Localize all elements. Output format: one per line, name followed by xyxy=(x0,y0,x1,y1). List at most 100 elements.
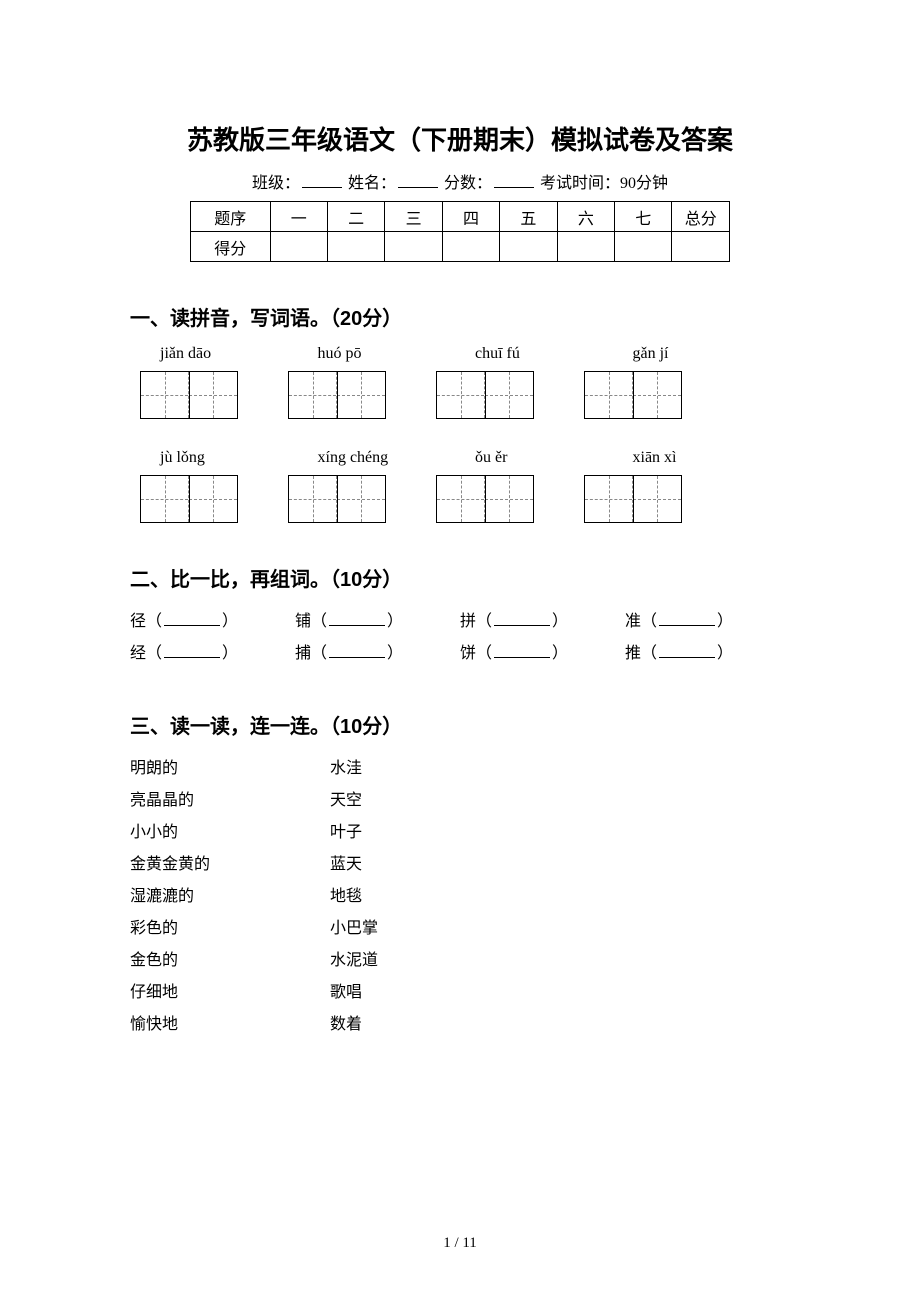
section-1-content: jiǎn dāo huó pō chuī fú gǎn jí jù lǒng x… xyxy=(140,345,790,523)
section-1-heading: 一、读拼音，写词语。（20分） xyxy=(130,302,790,331)
student-info-line: 班级： 姓名： 分数： 考试时间：90分钟 xyxy=(130,169,790,193)
score-cell[interactable] xyxy=(385,232,442,262)
name-blank[interactable] xyxy=(398,187,438,188)
pinyin-label: jù lǒng xyxy=(160,449,318,467)
fill-blank[interactable] xyxy=(659,657,715,658)
pinyin-label: ǒu ěr xyxy=(475,449,633,467)
match-right: 歌唱 xyxy=(330,977,450,1009)
match-right: 水洼 xyxy=(330,753,450,785)
score-cell[interactable] xyxy=(557,232,614,262)
class-blank[interactable] xyxy=(302,187,342,188)
score-cell[interactable] xyxy=(327,232,384,262)
score-header-cell: 三 xyxy=(385,202,442,232)
sec2-cell: 饼（） xyxy=(460,638,625,670)
sec2-cell: 捕（） xyxy=(295,638,460,670)
name-label: 姓名： xyxy=(348,175,396,192)
section-3-content: 明朗的水洼 亮晶晶的天空 小小的叶子 金黄金黄的蓝天 湿漉漉的地毯 彩色的小巴掌… xyxy=(130,753,790,1041)
sec2-cell: 推（） xyxy=(625,638,790,670)
score-header-cell: 二 xyxy=(327,202,384,232)
sec3-row: 小小的叶子 xyxy=(130,817,790,849)
score-row-label: 得分 xyxy=(191,232,271,262)
match-left: 金色的 xyxy=(130,945,330,977)
match-left: 金黄金黄的 xyxy=(130,849,330,881)
match-left: 彩色的 xyxy=(130,913,330,945)
document-title: 苏教版三年级语文（下册期末）模拟试卷及答案 xyxy=(130,120,790,157)
pinyin-boxes xyxy=(140,475,790,523)
score-header-cell: 六 xyxy=(557,202,614,232)
score-header-cell: 五 xyxy=(500,202,557,232)
sec2-cell: 拼（） xyxy=(460,606,625,638)
match-right: 叶子 xyxy=(330,817,450,849)
sec3-row: 亮晶晶的天空 xyxy=(130,785,790,817)
score-table: 题序 一 二 三 四 五 六 七 总分 得分 xyxy=(190,201,730,262)
match-left: 小小的 xyxy=(130,817,330,849)
score-header-cell: 题序 xyxy=(191,202,271,232)
pinyin-row: jù lǒng xíng chéng ǒu ěr xiān xì xyxy=(140,449,790,523)
score-cell[interactable] xyxy=(672,232,730,262)
sec3-row: 金色的水泥道 xyxy=(130,945,790,977)
char-box-pair[interactable] xyxy=(436,371,534,419)
pinyin-label: xiān xì xyxy=(633,449,791,467)
match-right: 蓝天 xyxy=(330,849,450,881)
pinyin-label: jiǎn dāo xyxy=(160,345,318,363)
char-box-pair[interactable] xyxy=(584,475,682,523)
pinyin-row: jiǎn dāo huó pō chuī fú gǎn jí xyxy=(140,345,790,419)
char-box-pair[interactable] xyxy=(140,371,238,419)
char-box-pair[interactable] xyxy=(584,371,682,419)
fill-blank[interactable] xyxy=(329,625,385,626)
time-label: 考试时间：90分钟 xyxy=(540,175,668,192)
score-header-cell: 总分 xyxy=(672,202,730,232)
score-header-cell: 七 xyxy=(615,202,672,232)
score-cell[interactable] xyxy=(500,232,557,262)
sec3-row: 仔细地歌唱 xyxy=(130,977,790,1009)
pinyin-label: huó pō xyxy=(318,345,476,363)
fill-blank[interactable] xyxy=(659,625,715,626)
page-number: 1 / 11 xyxy=(0,1235,920,1252)
fill-blank[interactable] xyxy=(494,657,550,658)
fill-blank[interactable] xyxy=(164,657,220,658)
sec3-row: 金黄金黄的蓝天 xyxy=(130,849,790,881)
pinyin-label: chuī fú xyxy=(475,345,633,363)
score-table-header-row: 题序 一 二 三 四 五 六 七 总分 xyxy=(191,202,730,232)
score-table-score-row: 得分 xyxy=(191,232,730,262)
char-box-pair[interactable] xyxy=(288,475,386,523)
match-left: 亮晶晶的 xyxy=(130,785,330,817)
match-left: 湿漉漉的 xyxy=(130,881,330,913)
score-header-cell: 一 xyxy=(270,202,327,232)
char-box-pair[interactable] xyxy=(288,371,386,419)
char-box-pair[interactable] xyxy=(140,475,238,523)
match-right: 数着 xyxy=(330,1009,450,1041)
pinyin-labels: jiǎn dāo huó pō chuī fú gǎn jí xyxy=(160,345,790,363)
score-cell[interactable] xyxy=(270,232,327,262)
pinyin-label: xíng chéng xyxy=(318,449,476,467)
sec3-row: 愉快地数着 xyxy=(130,1009,790,1041)
pinyin-label: gǎn jí xyxy=(633,345,791,363)
score-header-cell: 四 xyxy=(442,202,499,232)
match-right: 天空 xyxy=(330,785,450,817)
match-right: 地毯 xyxy=(330,881,450,913)
match-left: 愉快地 xyxy=(130,1009,330,1041)
match-right: 小巴掌 xyxy=(330,913,450,945)
sec2-cell: 铺（） xyxy=(295,606,460,638)
score-cell[interactable] xyxy=(442,232,499,262)
sec2-row: 经（） 捕（） 饼（） 推（） xyxy=(130,638,790,670)
sec2-cell: 经（） xyxy=(130,638,295,670)
section-3-heading: 三、读一读，连一连。（10分） xyxy=(130,710,790,739)
section-2-heading: 二、比一比，再组词。（10分） xyxy=(130,563,790,592)
pinyin-labels: jù lǒng xíng chéng ǒu ěr xiān xì xyxy=(160,449,790,467)
class-label: 班级： xyxy=(252,175,300,192)
fill-blank[interactable] xyxy=(494,625,550,626)
score-blank[interactable] xyxy=(494,187,534,188)
sec2-cell: 径（） xyxy=(130,606,295,638)
pinyin-boxes xyxy=(140,371,790,419)
fill-blank[interactable] xyxy=(164,625,220,626)
char-box-pair[interactable] xyxy=(436,475,534,523)
match-left: 仔细地 xyxy=(130,977,330,1009)
score-label: 分数： xyxy=(444,175,492,192)
score-cell[interactable] xyxy=(615,232,672,262)
fill-blank[interactable] xyxy=(329,657,385,658)
sec3-row: 明朗的水洼 xyxy=(130,753,790,785)
match-right: 水泥道 xyxy=(330,945,450,977)
section-2-content: 径（） 铺（） 拼（） 准（） 经（） 捕（） 饼（） 推（） xyxy=(130,606,790,670)
sec2-row: 径（） 铺（） 拼（） 准（） xyxy=(130,606,790,638)
